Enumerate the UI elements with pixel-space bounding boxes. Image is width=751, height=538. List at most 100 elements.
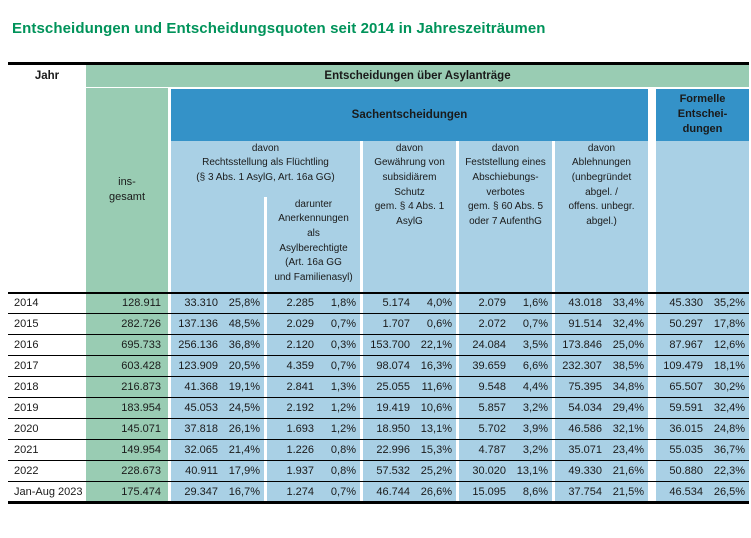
percent-cell: 26,6%: [415, 481, 456, 503]
column-gap: [456, 292, 459, 314]
column-gap: [168, 313, 171, 335]
column-gap: [360, 313, 363, 335]
percent-cell: 0,8%: [319, 439, 360, 461]
column-gap: [168, 397, 171, 419]
column-gap: [360, 460, 363, 482]
column-gap: [360, 481, 363, 503]
column-gap: [168, 376, 171, 398]
value-cell: 15.095: [459, 481, 511, 503]
value-cell: 2.029: [267, 313, 319, 335]
column-gap: [456, 355, 459, 377]
percent-cell: 30,2%: [708, 376, 750, 398]
value-cell: 5.857: [459, 397, 511, 419]
total-cell: 128.911: [86, 292, 168, 314]
column-gap: [456, 481, 459, 503]
percent-cell: 8,6%: [511, 481, 552, 503]
value-cell: 2.079: [459, 292, 511, 314]
column-gap: [456, 418, 459, 440]
value-cell: 41.368: [171, 376, 223, 398]
percent-cell: 35,2%: [708, 292, 750, 314]
value-cell: 123.909: [171, 355, 223, 377]
column-gap: [168, 87, 171, 293]
total-cell: 228.673: [86, 460, 168, 482]
percent-cell: 21,6%: [607, 460, 648, 482]
percent-cell: 26,1%: [223, 418, 264, 440]
value-cell: 32.065: [171, 439, 223, 461]
percent-cell: 0,7%: [319, 313, 360, 335]
column-gap: [456, 140, 459, 293]
value-cell: 24.084: [459, 334, 511, 356]
value-cell: 2.072: [459, 313, 511, 335]
column-gap: [552, 334, 555, 356]
value-cell: 46.744: [363, 481, 415, 503]
column-gap: [360, 439, 363, 461]
column-gap: [552, 397, 555, 419]
column-gap: [168, 334, 171, 356]
column-gap: [264, 355, 267, 377]
percent-cell: 1,2%: [319, 418, 360, 440]
value-cell: 50.880: [656, 460, 708, 482]
percent-cell: 1,2%: [319, 397, 360, 419]
subsidiaerer-schutz-column-header: davon Gewährung von subsidiärem Schutz g…: [363, 140, 456, 293]
percent-cell: 1,6%: [511, 292, 552, 314]
percent-cell: 0,8%: [319, 460, 360, 482]
column-gap: [552, 439, 555, 461]
value-cell: 54.034: [555, 397, 607, 419]
formelle-empty-cell: [656, 140, 750, 293]
value-cell: 137.136: [171, 313, 223, 335]
year-cell: 2018: [8, 376, 86, 398]
value-cell: 9.548: [459, 376, 511, 398]
total-cell: 145.071: [86, 418, 168, 440]
column-gap: [264, 460, 267, 482]
rechtsstellung-column-header: davon Rechtsstellung als Flüchtling (§ 3…: [171, 140, 360, 197]
total-cell: 216.873: [86, 376, 168, 398]
total-cell: 175.474: [86, 481, 168, 503]
value-cell: 91.514: [555, 313, 607, 335]
column-gap: [456, 397, 459, 419]
year-cell: Jan-Aug 2023: [8, 481, 86, 503]
value-cell: 256.136: [171, 334, 223, 356]
percent-cell: 4,0%: [415, 292, 456, 314]
value-cell: 45.053: [171, 397, 223, 419]
value-cell: 25.055: [363, 376, 415, 398]
total-cell: 695.733: [86, 334, 168, 356]
percent-cell: 32,4%: [607, 313, 648, 335]
column-gap: [648, 355, 656, 377]
percent-cell: 13,1%: [511, 460, 552, 482]
percent-cell: 23,4%: [607, 439, 648, 461]
total-cell: 183.954: [86, 397, 168, 419]
year-cell: 2021: [8, 439, 86, 461]
total-cell: 149.954: [86, 439, 168, 461]
column-gap: [648, 313, 656, 335]
percent-cell: 22,1%: [415, 334, 456, 356]
decisions-table: Jahr Entscheidungen über Asylanträge ins…: [8, 62, 750, 504]
column-gap: [552, 418, 555, 440]
header-row-darunter: darunter Anerkennungen als Asylberechtig…: [8, 196, 749, 293]
value-cell: 59.591: [656, 397, 708, 419]
column-gap: [552, 313, 555, 335]
column-gap: [168, 292, 171, 314]
percent-cell: 15,3%: [415, 439, 456, 461]
column-gap: [648, 481, 656, 503]
value-cell: 98.074: [363, 355, 415, 377]
percent-cell: 1,3%: [319, 376, 360, 398]
value-cell: 39.659: [459, 355, 511, 377]
percent-cell: 20,5%: [223, 355, 264, 377]
value-cell: 2.120: [267, 334, 319, 356]
value-cell: 4.787: [459, 439, 511, 461]
header-row-top: Jahr Entscheidungen über Asylanträge: [8, 63, 750, 293]
column-gap: [456, 334, 459, 356]
column-gap: [648, 334, 656, 356]
value-cell: 55.035: [656, 439, 708, 461]
value-cell: 35.071: [555, 439, 607, 461]
table-row: 2021 149.954 32.065 21,4% 1.226 0,8% 22.996 15,…: [8, 439, 750, 461]
value-cell: 2.285: [267, 292, 319, 314]
value-cell: 18.950: [363, 418, 415, 440]
header-row-subcolumns: davon Rechtsstellung als Flüchtling (§ 3…: [8, 140, 750, 293]
value-cell: 40.911: [171, 460, 223, 482]
percent-cell: 38,5%: [607, 355, 648, 377]
percent-cell: 34,8%: [607, 376, 648, 398]
abschiebungsverbot-column-header: davon Feststellung eines Abschiebungs- v…: [459, 140, 552, 293]
percent-cell: 3,2%: [511, 439, 552, 461]
